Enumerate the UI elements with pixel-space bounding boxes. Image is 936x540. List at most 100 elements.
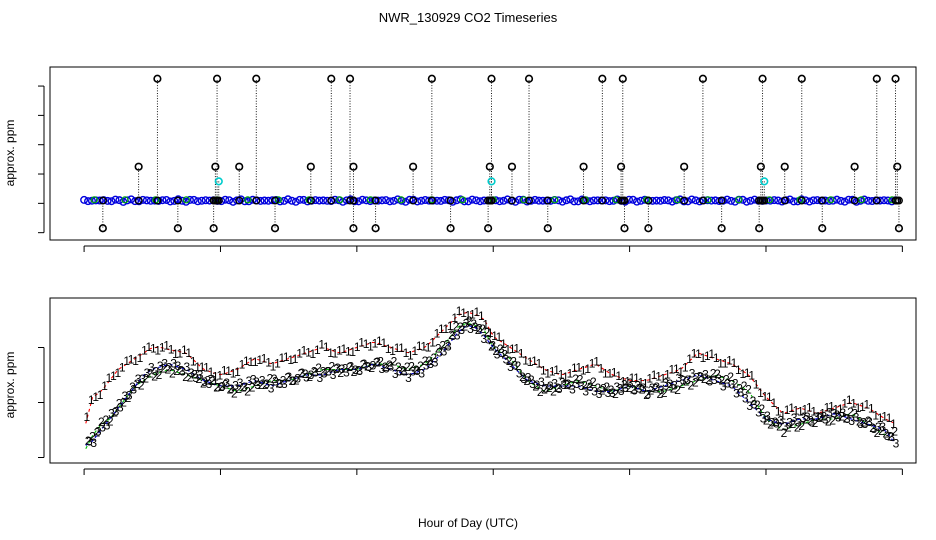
series-1-point: 1 <box>509 342 516 356</box>
series-1-point: 1 <box>540 363 547 377</box>
top-baseline-point <box>162 195 171 204</box>
top-baseline-point <box>283 195 292 204</box>
series-1-point: 1 <box>212 370 219 384</box>
top-flag-low-point <box>209 224 218 233</box>
series-1-point: 1 <box>372 337 379 351</box>
series-2-point: 2 <box>528 373 535 387</box>
top-flag-mid-point <box>893 162 902 171</box>
top-flag-mid-point-base <box>680 196 689 205</box>
series-2-point: 2 <box>603 380 610 394</box>
series-2-point: 2 <box>107 414 114 428</box>
top-baseline-point <box>80 195 89 204</box>
top-baseline-point <box>534 196 543 205</box>
series-3-point: 3 <box>387 360 394 374</box>
top-baseline-point <box>393 195 402 204</box>
series-1-point: 1 <box>620 374 627 388</box>
series-3-point: 3 <box>551 376 558 390</box>
series-1-point: 1 <box>669 362 676 376</box>
series-2-point: 2 <box>758 402 765 416</box>
series-2-point: 2 <box>781 426 788 440</box>
top-y-axis-label: approx. ppm <box>3 120 17 187</box>
series-1-point: 1 <box>629 371 636 385</box>
series-2-point: 2 <box>209 374 216 388</box>
series-1-point: 1 <box>447 319 454 333</box>
series-3-point: 3 <box>476 322 483 336</box>
top-baseline-point <box>593 196 602 205</box>
top-baseline-point <box>138 195 147 204</box>
top-flag-mid-point <box>306 162 315 171</box>
top-flag-mid-point <box>680 162 689 171</box>
series-2-point: 2 <box>524 374 531 388</box>
top-flag-mid-point-base <box>850 196 859 205</box>
top-baseline-point <box>476 197 485 206</box>
series-3-point: 3 <box>272 375 279 389</box>
series-2-point: 2 <box>227 383 234 397</box>
series-3-point: 3 <box>401 365 408 379</box>
series-3-point: 3 <box>152 364 159 378</box>
series-1-point: 1 <box>274 357 281 371</box>
series-3-point: 3 <box>206 377 213 391</box>
top-flag-mid-point-base <box>235 196 244 205</box>
series-2-point: 2 <box>776 420 783 434</box>
top-baseline-point <box>425 196 434 205</box>
top-flag-high-point-base <box>797 196 806 205</box>
series-3-point: 3 <box>707 375 714 389</box>
top-baseline-point-green <box>366 196 375 204</box>
series-3-point: 3 <box>547 379 554 393</box>
series-1-point: 1 <box>731 356 738 370</box>
top-flag-low-point-base <box>717 196 726 205</box>
top-flag-low-point-base <box>755 196 764 205</box>
series-1-line <box>85 311 895 424</box>
top-baseline-point <box>319 196 328 205</box>
top-baseline-point <box>683 197 692 206</box>
top-baseline-point <box>417 196 426 205</box>
series-2-point: 2 <box>727 370 734 384</box>
series-1-point: 1 <box>846 393 853 407</box>
top-baseline-point <box>876 196 885 205</box>
series-2-point: 2 <box>674 383 681 397</box>
series-1-point: 1 <box>385 342 392 356</box>
top-baseline-point-green <box>827 196 835 204</box>
series-1-point: 1 <box>110 369 117 383</box>
series-2-point: 2 <box>422 354 429 368</box>
top-baseline-point <box>511 197 520 206</box>
series-2-point: 2 <box>714 367 721 381</box>
series-1-point: 1 <box>802 402 809 416</box>
series-1-point: 1 <box>128 352 135 366</box>
series-1-point: 1 <box>416 339 423 353</box>
top-baseline-point <box>629 195 638 204</box>
series-1-point: 1 <box>318 338 325 352</box>
series-1-point: 1 <box>487 326 494 340</box>
top-flag-mid-point <box>850 162 859 171</box>
series-3-point: 3 <box>383 361 390 375</box>
series-2-point: 2 <box>98 415 105 429</box>
series-1-point: 1 <box>833 402 840 416</box>
series-3-point: 3 <box>667 377 674 391</box>
series-3-point: 3 <box>135 372 142 386</box>
series-1-point: 1 <box>837 402 844 416</box>
top-baseline-point <box>554 196 563 205</box>
series-2-point: 2 <box>785 421 792 435</box>
series-2-point: 2 <box>182 370 189 384</box>
series-1-point: 1 <box>584 362 591 376</box>
series-3-point: 3 <box>569 382 576 396</box>
series-3-point: 3 <box>281 377 288 391</box>
top-flag-high-point-base <box>872 196 881 205</box>
series-3-point: 3 <box>365 360 372 374</box>
series-2-point: 2 <box>661 386 668 400</box>
series-3-point: 3 <box>489 338 496 352</box>
series-1-point: 1 <box>815 409 822 423</box>
series-3-point: 3 <box>99 420 106 434</box>
top-flag-high-point <box>153 74 162 83</box>
series-1-point: 1 <box>172 347 179 361</box>
series-3-point: 3 <box>290 374 297 388</box>
series-3-point: 3 <box>817 410 824 424</box>
series-3-point: 3 <box>498 346 505 360</box>
top-baseline-point <box>864 196 873 205</box>
series-2-point: 2 <box>417 359 424 373</box>
series-3-point: 3 <box>853 410 860 424</box>
series-2-point: 2 <box>244 384 251 398</box>
series-1-point: 1 <box>735 363 742 377</box>
series-3-point: 3 <box>121 389 128 403</box>
series-1-point: 1 <box>646 372 653 386</box>
